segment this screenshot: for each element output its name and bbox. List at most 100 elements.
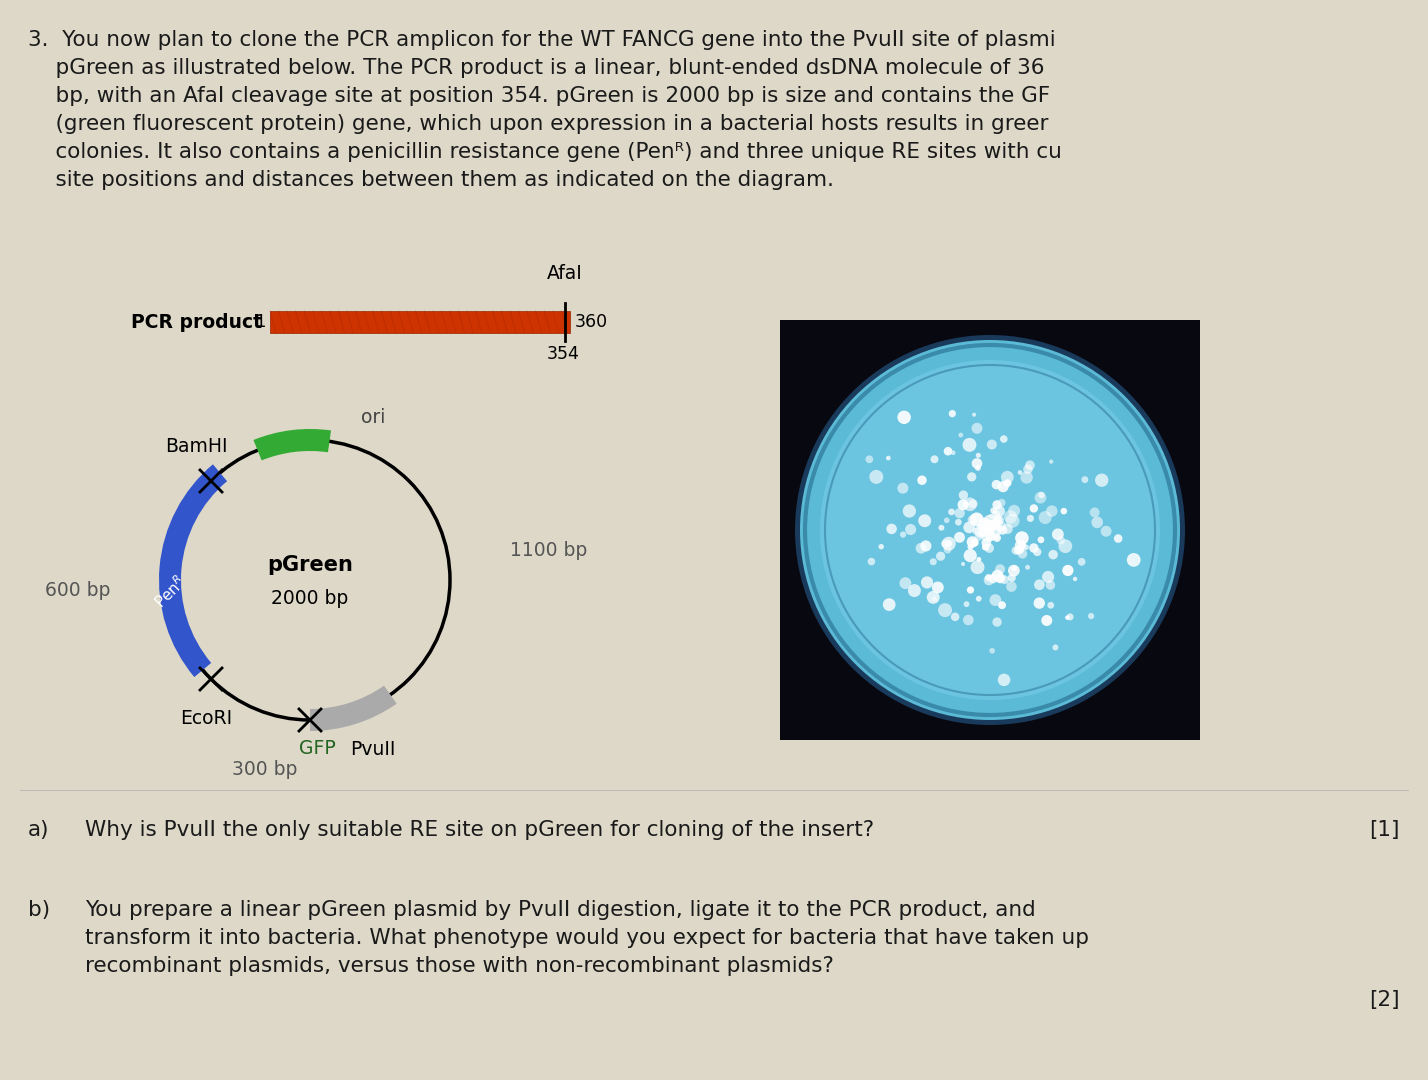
Circle shape [988, 514, 992, 518]
Circle shape [968, 499, 978, 509]
Circle shape [887, 524, 897, 535]
Circle shape [927, 591, 940, 604]
Circle shape [1027, 515, 1034, 522]
Circle shape [1034, 597, 1045, 609]
Circle shape [1091, 516, 1102, 528]
Text: GFP: GFP [300, 739, 336, 758]
Circle shape [1052, 645, 1058, 650]
Circle shape [991, 570, 1004, 581]
Circle shape [1127, 553, 1141, 567]
Circle shape [975, 596, 981, 602]
Circle shape [975, 453, 981, 458]
Circle shape [878, 544, 884, 550]
Circle shape [1072, 577, 1077, 581]
Circle shape [995, 531, 1001, 537]
Circle shape [984, 514, 997, 528]
Circle shape [985, 531, 995, 541]
Circle shape [990, 648, 995, 653]
Circle shape [971, 539, 978, 546]
Circle shape [994, 536, 998, 540]
Circle shape [920, 540, 931, 552]
Circle shape [974, 525, 988, 538]
Circle shape [1052, 528, 1064, 540]
Text: b): b) [29, 900, 50, 920]
Circle shape [1008, 504, 1020, 516]
Circle shape [1058, 539, 1072, 553]
Circle shape [1038, 511, 1051, 524]
Circle shape [984, 521, 995, 532]
Circle shape [968, 515, 977, 525]
Circle shape [985, 575, 992, 581]
Circle shape [962, 615, 974, 625]
Circle shape [998, 602, 1005, 609]
Wedge shape [310, 686, 397, 731]
Circle shape [991, 511, 1001, 519]
Circle shape [975, 532, 982, 541]
Circle shape [1088, 613, 1094, 619]
Circle shape [915, 543, 927, 554]
Text: Pen$^R$: Pen$^R$ [151, 572, 190, 611]
Circle shape [971, 458, 982, 469]
Circle shape [1021, 471, 1032, 484]
Text: PvuII: PvuII [350, 740, 396, 759]
Circle shape [935, 552, 945, 561]
Circle shape [944, 545, 951, 554]
Circle shape [990, 594, 1001, 606]
Circle shape [1034, 491, 1047, 503]
Circle shape [991, 480, 1001, 489]
Circle shape [938, 604, 952, 617]
Circle shape [981, 538, 991, 548]
Circle shape [990, 508, 997, 514]
Circle shape [931, 456, 938, 463]
Circle shape [1000, 435, 1008, 443]
Circle shape [988, 528, 992, 532]
Circle shape [932, 581, 944, 593]
Circle shape [1095, 473, 1108, 487]
Circle shape [1042, 571, 1054, 583]
Circle shape [1015, 540, 1025, 551]
Circle shape [991, 519, 1000, 527]
Circle shape [998, 526, 1007, 535]
Circle shape [995, 564, 1005, 575]
Text: PCR product: PCR product [131, 312, 261, 332]
Circle shape [820, 360, 1160, 700]
Circle shape [897, 483, 908, 494]
Circle shape [968, 544, 974, 550]
Circle shape [1018, 541, 1025, 549]
Circle shape [984, 575, 994, 585]
Circle shape [995, 521, 1005, 531]
Circle shape [795, 335, 1185, 725]
Text: AfaI: AfaI [547, 264, 583, 283]
Circle shape [955, 518, 961, 526]
Circle shape [1015, 531, 1028, 544]
Circle shape [917, 475, 927, 485]
Circle shape [988, 526, 994, 531]
Circle shape [1007, 581, 1017, 592]
Circle shape [1004, 480, 1011, 487]
Circle shape [1114, 535, 1122, 543]
Circle shape [982, 519, 995, 532]
Circle shape [954, 532, 965, 543]
Circle shape [967, 472, 977, 482]
Circle shape [1038, 491, 1045, 498]
Circle shape [1048, 550, 1058, 559]
Circle shape [970, 513, 984, 526]
Circle shape [992, 515, 1001, 524]
Circle shape [1061, 508, 1067, 514]
Circle shape [982, 544, 988, 551]
Circle shape [900, 531, 907, 538]
Circle shape [992, 522, 1000, 529]
Circle shape [1011, 546, 1020, 555]
Circle shape [998, 499, 1005, 507]
Circle shape [995, 573, 1005, 583]
Text: You prepare a linear pGreen plasmid by PvuII digestion, ligate it to the PCR pro: You prepare a linear pGreen plasmid by P… [86, 900, 1090, 976]
Circle shape [1038, 537, 1044, 543]
Text: 2000 bp: 2000 bp [271, 589, 348, 607]
Circle shape [942, 537, 955, 551]
Text: 1100 bp: 1100 bp [510, 540, 587, 559]
Circle shape [975, 465, 981, 471]
Circle shape [998, 674, 1010, 686]
Circle shape [980, 517, 990, 527]
Circle shape [1081, 476, 1088, 483]
Circle shape [868, 557, 875, 565]
